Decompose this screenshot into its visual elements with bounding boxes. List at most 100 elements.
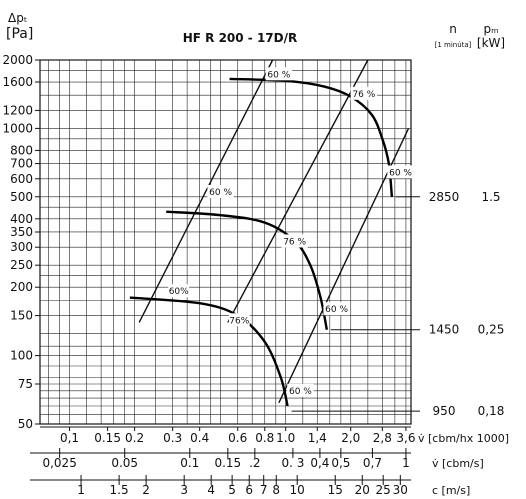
speed-tick-label: 8 bbox=[272, 483, 280, 497]
efficiency-line bbox=[227, 59, 369, 323]
flow-tick-label: 0.3 bbox=[163, 431, 182, 445]
efficiency-label-bg bbox=[350, 86, 378, 100]
flow-tick-label: 0.15 bbox=[94, 431, 121, 445]
y-tick-label: 100 bbox=[10, 349, 33, 363]
speed-tick-label: 1.5 bbox=[110, 483, 129, 497]
speed-tick-label: 5 bbox=[228, 483, 236, 497]
efficiency-label: 76 % bbox=[352, 90, 375, 100]
speed-tick-label: 10 bbox=[290, 483, 305, 497]
efficiency-label-bg bbox=[265, 67, 293, 81]
efficiency-label-bg bbox=[228, 313, 250, 327]
efficiency-label-bg bbox=[287, 383, 314, 397]
efficiency-label: 76 % bbox=[283, 237, 306, 247]
speed-axis-label: c [m/s] bbox=[432, 484, 470, 497]
speed-tick-label: 15 bbox=[328, 483, 343, 497]
efficiency-labels: 60 % 76 % 60 % 60 % 76 % 60% 60 % 76% 60 % bbox=[168, 67, 414, 397]
speed-value: 950 bbox=[433, 404, 456, 418]
flow-tick-label: 2,8 bbox=[373, 431, 392, 445]
power-header: pₘ bbox=[483, 22, 498, 36]
flow-tick-label: 1.0 bbox=[276, 431, 295, 445]
y-tick-label: 1600 bbox=[2, 75, 33, 89]
cbms-tick-label: 1 bbox=[402, 456, 410, 470]
y-tick-label: 300 bbox=[10, 240, 33, 254]
speed-tick-label: 20 bbox=[355, 483, 370, 497]
speed-tick-label: 25 bbox=[376, 483, 391, 497]
speed-tick-label: 2 bbox=[142, 483, 150, 497]
flow-tick-label: 1,4 bbox=[308, 431, 327, 445]
power-value: 0,18 bbox=[478, 404, 505, 418]
power-header-unit: [kW] bbox=[477, 36, 505, 50]
fan-curves bbox=[129, 77, 394, 407]
flow-tick-label: 0.4 bbox=[190, 431, 209, 445]
cbms-axis-label: v̇ [cbm/s] bbox=[432, 457, 484, 470]
power-value: 1.5 bbox=[481, 190, 500, 204]
flow-tick-label: 0,1 bbox=[60, 431, 79, 445]
y-tick-label: 200 bbox=[10, 280, 33, 294]
speed-tick-label: 3 bbox=[180, 483, 188, 497]
flow-tick-label: 0.6 bbox=[228, 431, 247, 445]
y-tick-label: 600 bbox=[10, 172, 33, 186]
efficiency-label-bg bbox=[323, 302, 350, 316]
speed-tick-label: 1 bbox=[77, 483, 85, 497]
y-tick-label: 350 bbox=[10, 225, 33, 239]
efficiency-label-bg bbox=[168, 284, 190, 298]
speed-tick-label: 4 bbox=[207, 483, 215, 497]
efficiency-line bbox=[278, 128, 410, 404]
flow-tick-label: 2,0 bbox=[341, 431, 360, 445]
efficiency-label: 60% bbox=[169, 287, 189, 297]
efficiency-label: 60 % bbox=[389, 168, 412, 178]
efficiency-label: 60 % bbox=[209, 188, 232, 198]
cbms-tick-label: .2 bbox=[249, 456, 260, 470]
speed-tick-label: 30 bbox=[393, 483, 408, 497]
speed-header: n bbox=[449, 22, 457, 36]
efficiency-label-bg bbox=[281, 234, 308, 248]
efficiency-label: 60 % bbox=[325, 305, 348, 315]
y-tick-label: 250 bbox=[10, 258, 33, 272]
efficiency-label-bg bbox=[207, 184, 234, 198]
chart-title: HF R 200 - 17D/R bbox=[183, 31, 298, 45]
efficiency-label-bg bbox=[387, 165, 414, 179]
cbms-tick-label: 0.05 bbox=[111, 456, 138, 470]
cbms-tick-label: 0.1 bbox=[180, 456, 199, 470]
flow-tick-label: 0.2 bbox=[125, 431, 144, 445]
y-tick-label: 1200 bbox=[2, 103, 33, 117]
cbms-tick-label: 0. 3 bbox=[281, 456, 304, 470]
cbms-tick-label: 0,025 bbox=[42, 456, 76, 470]
y-axis-unit: [Pa] bbox=[6, 26, 33, 42]
speed-power-table: 2850 1.5 1450 0,25 950 0,18 bbox=[291, 190, 505, 418]
grid bbox=[39, 59, 412, 425]
y-tick-label: 150 bbox=[10, 309, 33, 323]
cbms-tick-label: 0,7 bbox=[363, 456, 382, 470]
speed-tick-label: 6 bbox=[245, 483, 253, 497]
cbms-tick-label: 0,4 bbox=[310, 456, 329, 470]
y-axis-symbol: Δpₜ bbox=[8, 11, 27, 25]
flow-axis-label: v̇ [cbm/hx 1000] bbox=[418, 432, 509, 445]
efficiency-label: 60 % bbox=[289, 387, 312, 397]
flow-tick-label: 0.8 bbox=[255, 431, 274, 445]
speed-value: 1450 bbox=[429, 323, 460, 337]
y-tick-label: 75 bbox=[18, 377, 33, 391]
efficiency-line bbox=[138, 59, 274, 323]
y-tick-label: 400 bbox=[10, 212, 33, 226]
speed-tick-label: 7 bbox=[260, 483, 268, 497]
y-tick-label: 50 bbox=[18, 417, 33, 431]
fan-curve-950 bbox=[129, 296, 289, 407]
y-tick-label: 2000 bbox=[2, 53, 33, 67]
y-tick-label: 500 bbox=[10, 190, 33, 204]
efficiency-lines bbox=[138, 59, 410, 404]
x-axes: 0,1 0.15 0.2 0.3 0.4 0.6 0.8 1.0 1,4 2,0 2,8 3,6 v̇ … bbox=[30, 426, 509, 497]
y-tick-label: 700 bbox=[10, 157, 33, 171]
efficiency-label: 76% bbox=[229, 316, 249, 326]
y-tick-label: 1000 bbox=[2, 121, 33, 135]
speed-header-unit: [1 minúta] bbox=[435, 41, 472, 49]
flow-tick-label: 3,6 bbox=[396, 431, 415, 445]
cbms-tick-label: 0.15 bbox=[214, 456, 241, 470]
speed-value: 2850 bbox=[429, 190, 460, 204]
cbms-tick-label: 0,5 bbox=[331, 456, 350, 470]
efficiency-label: 60 % bbox=[267, 70, 290, 80]
fan-curve-2850 bbox=[229, 77, 394, 197]
y-tick-label: 800 bbox=[10, 143, 33, 157]
